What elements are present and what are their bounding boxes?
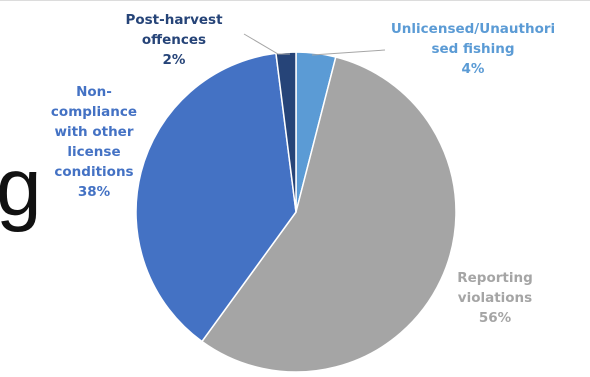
top-border: [0, 0, 590, 1]
slice-unlicensed-fishing-label: Unlicensed/Unauthori sed fishing 4%: [388, 19, 558, 79]
label-line: with other: [54, 124, 134, 140]
slice-post-harvest-offences-label: Post-harvest offences 2%: [114, 10, 234, 70]
label-line: Non-: [76, 84, 112, 100]
label-percent: 4%: [461, 61, 485, 77]
label-line: offences: [141, 32, 207, 48]
label-line: Unlicensed/Unauthori: [390, 21, 556, 37]
leader-line-unlicensed: [311, 49, 386, 56]
label-percent: 2%: [162, 52, 186, 68]
slice-non-compliance: [135, 52, 297, 343]
slice-reporting-violations-label: Reporting violations 56%: [440, 268, 550, 328]
label-line: sed fishing: [431, 41, 515, 57]
label-line: Post-harvest: [125, 12, 223, 28]
slice-non-compliance-label: Non-compliance with other license condition…: [44, 82, 144, 202]
label-line: violations: [457, 290, 533, 306]
label-line: conditions: [54, 164, 134, 180]
pie-slices: [135, 51, 457, 373]
label-percent: 38%: [77, 184, 111, 200]
leader-lines: [243, 33, 386, 56]
slice-reporting-violations: [200, 56, 457, 373]
label-line: Reporting: [457, 270, 533, 286]
leader-line-post-harvest: [243, 33, 290, 55]
label-percent: 56%: [478, 310, 512, 326]
label-line: license: [67, 144, 121, 160]
label-line: compliance: [50, 104, 138, 120]
cropped-text-fragment: g: [0, 142, 42, 233]
